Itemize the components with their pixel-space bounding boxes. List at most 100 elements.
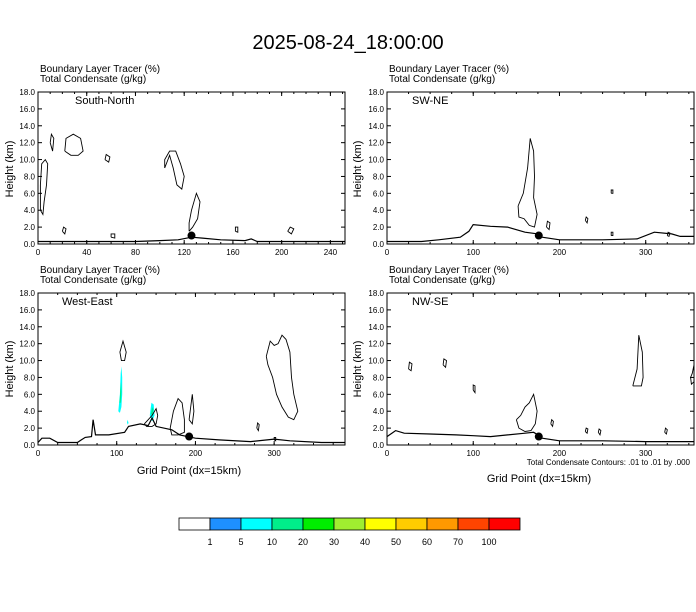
location-marker [185,432,194,441]
panel-nw-se: Boundary Layer Tracer (%) Total Condensa… [352,265,695,485]
y-tick-label: 10.0 [19,357,35,366]
plot-area: 0 100 200 300 0.0 2.0 4.0 6.0 8.0 10.0 12.0 14.0 16.… [368,289,695,458]
y-tick-label: 4.0 [24,407,36,416]
condensate-contour [690,364,695,386]
y-axis-label: Height (km) [4,341,16,398]
panel-header-line2: Total Condensate (g/kg) [389,275,495,286]
x-tick-label: 100 [467,248,481,257]
colorbar-swatch [364,517,397,531]
condensate-contour [61,226,67,235]
condensate-contour [610,189,614,194]
condensate-contour [265,334,299,421]
x-tick-label: 100 [110,449,124,458]
condensate-contour [256,422,260,432]
condensate-contour [169,397,185,436]
y-tick-label: 16.0 [368,105,384,114]
condensate-contour [546,220,551,231]
y-tick-label: 12.0 [19,340,35,349]
condensate-contour [188,394,195,426]
contour-note: Total Condensate Contours: .01 to .01 by… [527,458,691,467]
condensate-contour [610,231,614,237]
panel-sw-ne: Boundary Layer Tracer (%) Total Condensa… [352,64,695,257]
panel-header-line1: Boundary Layer Tracer (%) [40,64,160,75]
location-marker [534,231,543,240]
y-tick-label: 2.0 [24,424,36,433]
tracer-shade [118,366,123,413]
panel-west-east: Boundary Layer Tracer (%) Total Condensa… [4,265,346,477]
plot-frame [37,91,346,245]
panel-header-line2: Total Condensate (g/kg) [389,74,495,85]
y-tick-label: 6.0 [373,390,385,399]
y-axis-label: Height (km) [352,341,364,398]
x-tick-label: 300 [267,449,281,458]
colorbar-swatch [209,517,242,531]
y-tick-label: 18.0 [19,289,35,298]
terrain-line [387,223,694,243]
colorbar-swatch [426,517,459,531]
condensate-contour [273,436,277,442]
y-tick-label: 14.0 [368,323,384,332]
condensate-contour [143,407,159,427]
terrain-line [37,416,345,444]
y-tick-label: 0.0 [24,441,36,450]
colorbar-swatch [240,517,273,531]
panel-header-line1: Boundary Layer Tracer (%) [40,265,160,276]
y-tick-label: 16.0 [19,306,35,315]
panel-south-north: Boundary Layer Tracer (%) Total Condensa… [4,64,346,257]
panel-name: SW-NE [412,95,448,107]
y-tick-label: 0.0 [373,441,385,450]
colorbar-swatch [178,517,211,531]
plot-area: 0 40 80 120 160 200 240 0.0 2.0 4.0 6.0 8.0 10.0 12.0… [19,88,346,257]
condensate-contour [104,153,111,163]
colorbar-label: 10 [267,537,277,547]
colorbar-legend: 1 5 10 20 30 40 50 60 70 100 [178,517,521,547]
x-tick-label: 120 [178,248,192,257]
colorbar-label: 20 [298,537,308,547]
y-tick-label: 14.0 [19,122,35,131]
colorbar-label: 1 [207,537,212,547]
y-tick-label: 4.0 [24,206,36,215]
y-tick-label: 0.0 [24,240,36,249]
colorbar-label: 100 [481,537,496,547]
terrain-line [386,429,694,443]
x-tick-label: 0 [36,449,41,458]
y-tick-label: 12.0 [19,139,35,148]
colorbar-swatch [302,517,335,531]
condensate-contour [64,133,84,156]
panel-header-line2: Total Condensate (g/kg) [40,74,146,85]
y-tick-label: 8.0 [373,172,385,181]
y-axis-label: Height (km) [352,141,364,198]
condensate-contour [584,427,589,435]
y-tick-label: 2.0 [373,223,385,232]
panel-header-line1: Boundary Layer Tracer (%) [389,64,509,75]
x-axis-label: Grid Point (dx=15km) [137,465,241,477]
y-tick-label: 18.0 [368,88,384,97]
y-tick-label: 8.0 [24,373,36,382]
x-tick-label: 300 [639,248,653,257]
y-tick-label: 6.0 [373,189,385,198]
x-tick-label: 40 [82,248,91,257]
colorbar-swatch [333,517,366,531]
y-tick-label: 8.0 [24,172,36,181]
condensate-contour [597,428,602,437]
x-tick-label: 100 [467,449,481,458]
y-tick-label: 12.0 [368,139,384,148]
y-tick-label: 2.0 [373,424,385,433]
y-tick-label: 10.0 [19,156,35,165]
condensate-contour [632,335,644,387]
panel-name: West-East [62,296,113,308]
tracer-shade [119,381,122,403]
x-axis-label: Grid Point (dx=15km) [487,473,591,485]
y-tick-label: 16.0 [368,306,384,315]
y-tick-label: 4.0 [373,206,385,215]
colorbar-label: 70 [453,537,463,547]
condensate-contour [472,384,476,394]
colorbar-label: 5 [238,537,243,547]
y-tick-label: 12.0 [368,340,384,349]
condensate-contour [234,226,239,233]
x-tick-label: 300 [639,449,653,458]
tracer-shade [127,419,129,425]
condensate-contour [110,233,116,239]
plot-area: 0 100 200 300 0.0 2.0 4.0 6.0 8.0 10.0 12.0 14.0 16.… [19,289,346,458]
